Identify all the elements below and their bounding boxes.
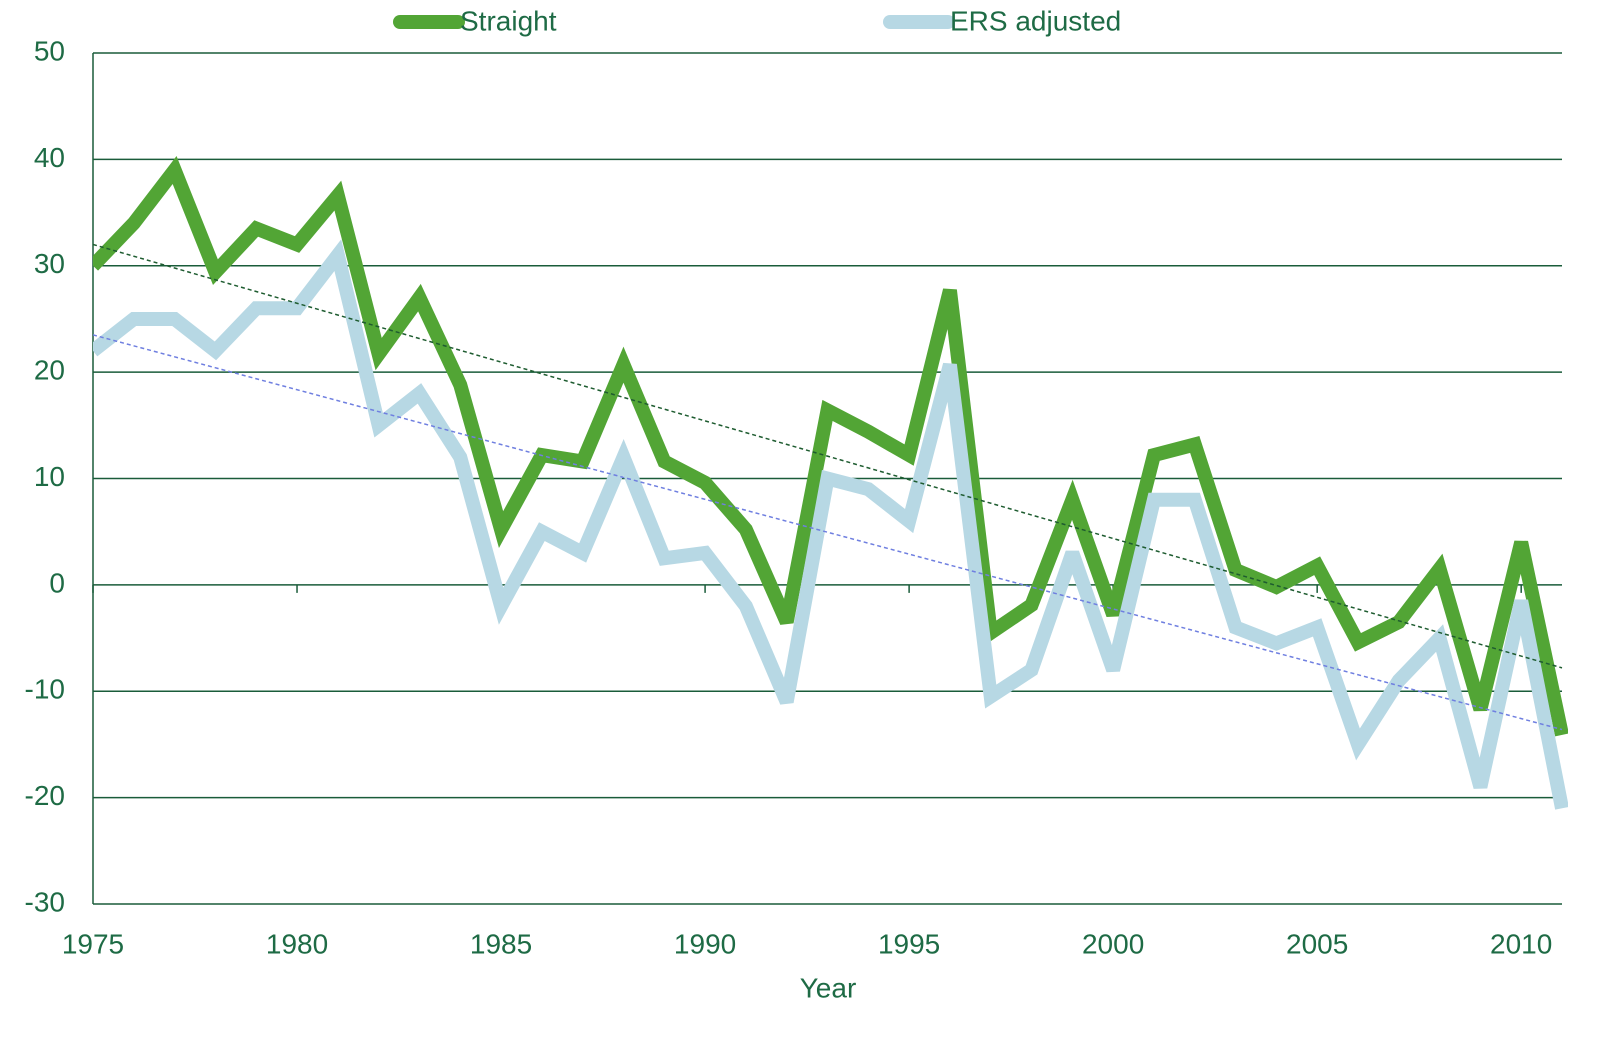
y-tick-label: 0 bbox=[49, 567, 65, 598]
legend-label: ERS adjusted bbox=[950, 5, 1121, 36]
x-tick-label: 1985 bbox=[470, 928, 532, 959]
x-tick-label: 1980 bbox=[266, 928, 328, 959]
x-axis-label: Year bbox=[800, 972, 857, 1003]
y-tick-label: -20 bbox=[25, 780, 65, 811]
x-tick-label: 1995 bbox=[878, 928, 940, 959]
x-tick-label: 2010 bbox=[1490, 928, 1552, 959]
trend-line bbox=[93, 243, 1563, 669]
line-series bbox=[93, 155, 1568, 737]
x-tick-label: 2000 bbox=[1082, 928, 1144, 959]
legend-label: Straight bbox=[460, 5, 557, 36]
y-tick-label: 40 bbox=[34, 142, 65, 173]
x-tick-label: 1990 bbox=[674, 928, 736, 959]
y-tick-label: 10 bbox=[34, 461, 65, 492]
y-tick-label: -10 bbox=[25, 674, 65, 705]
y-tick-label: 50 bbox=[34, 35, 65, 66]
y-tick-label: -30 bbox=[25, 886, 65, 917]
x-tick-label: 1975 bbox=[62, 928, 124, 959]
y-tick-label: 30 bbox=[34, 248, 65, 279]
y-tick-label: 20 bbox=[34, 355, 65, 386]
line-series bbox=[93, 239, 1568, 810]
x-tick-label: 2005 bbox=[1286, 928, 1348, 959]
trend-line bbox=[93, 334, 1563, 731]
